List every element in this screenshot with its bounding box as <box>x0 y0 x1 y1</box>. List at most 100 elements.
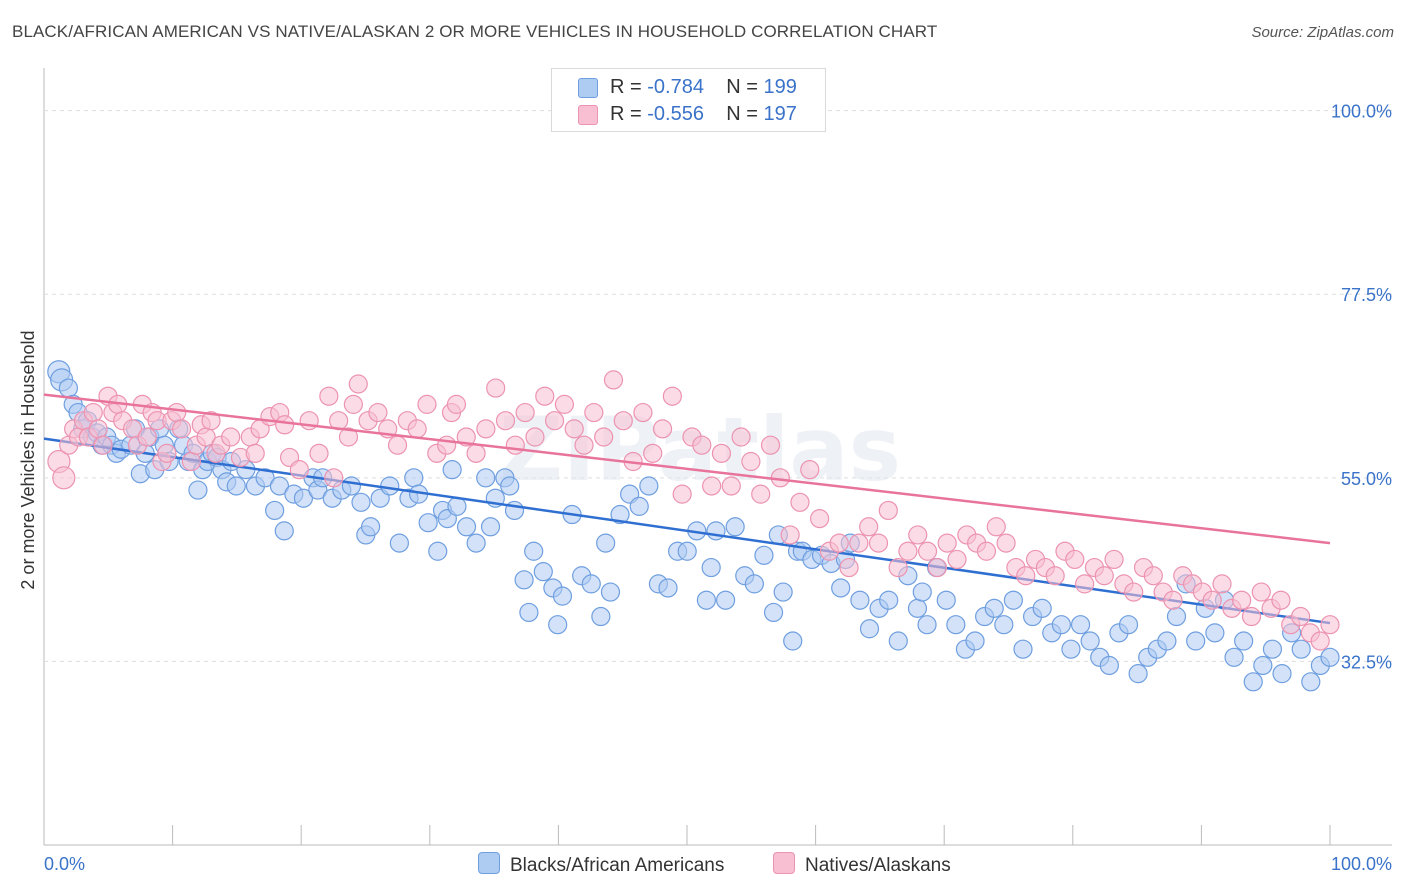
blue-point <box>591 606 611 627</box>
blue-point <box>936 590 956 610</box>
pink-point <box>417 394 437 414</box>
pink-point <box>275 415 295 435</box>
blue-point <box>1262 639 1283 659</box>
blue-point <box>341 476 362 496</box>
blue-trend-line <box>43 437 1331 625</box>
pink-point <box>751 484 771 504</box>
blue-point <box>428 541 448 561</box>
legend-r-value: -0.556 <box>647 103 704 125</box>
blue-point <box>639 476 659 496</box>
pink-point <box>309 443 329 463</box>
blue-point <box>58 378 78 398</box>
bottom-legend-label: Blacks/African Americans <box>510 855 725 876</box>
blue-point <box>418 513 438 533</box>
pink-point <box>849 533 869 553</box>
pink-point <box>221 427 241 447</box>
blue-point <box>226 476 246 496</box>
blue-point <box>965 631 985 651</box>
pink-point <box>1163 590 1183 610</box>
legend-n-label: N = <box>726 103 764 125</box>
pink-point <box>1212 574 1232 594</box>
blue-point <box>548 615 568 635</box>
blue-point <box>274 521 294 541</box>
pink-point <box>1251 582 1271 602</box>
blue-point <box>389 533 409 553</box>
correlation-legend: R = -0.784 N = 199 R = -0.556 N = 197 <box>551 68 826 132</box>
pink-point <box>544 411 565 431</box>
x-tick-label: 100.0% <box>1331 854 1392 874</box>
bottom-legend-natives: Natives/Alaskans <box>773 852 951 877</box>
pink-point <box>172 419 192 439</box>
blue-point <box>1013 639 1033 659</box>
pink-point <box>52 466 76 490</box>
pink-point <box>167 402 187 423</box>
blue-point <box>1128 664 1148 684</box>
pink-point <box>535 386 555 406</box>
pink-point <box>1232 590 1252 610</box>
blue-point <box>912 582 932 602</box>
blue-point <box>533 562 553 582</box>
y-tick-label: 32.5% <box>1341 652 1392 672</box>
blue-point <box>610 504 630 525</box>
blue-point <box>850 590 870 610</box>
blue-point <box>514 570 534 590</box>
pink-point <box>672 484 692 504</box>
blue-point <box>524 541 544 561</box>
blue-point <box>946 615 966 635</box>
blue-point <box>879 590 899 610</box>
blue-point <box>1243 672 1263 692</box>
chart-title: BLACK/AFRICAN AMERICAN VS NATIVE/ALASKAN… <box>12 22 938 41</box>
blue-point <box>1272 664 1292 684</box>
pink-point <box>88 419 108 439</box>
legend-n-value: 199 <box>763 76 797 98</box>
blue-point <box>677 541 697 561</box>
pink-point <box>407 419 427 439</box>
blue-point <box>456 517 477 537</box>
blue-point <box>1070 615 1091 635</box>
blue-point <box>519 602 539 623</box>
pink-point <box>741 451 761 472</box>
pink-point <box>859 517 879 537</box>
blue-point <box>773 582 793 602</box>
pink-point <box>1075 574 1095 594</box>
pink-point <box>137 427 157 447</box>
y-tick-label: 55.0% <box>1341 469 1392 489</box>
blue-point <box>476 468 496 488</box>
blue-point <box>1080 631 1100 651</box>
blue-point <box>552 586 573 606</box>
pink-point <box>289 460 309 480</box>
pink-point <box>245 443 265 463</box>
blue-point <box>1186 631 1206 651</box>
pink-point <box>790 492 810 512</box>
blue-point <box>629 496 649 516</box>
blue-point <box>1301 672 1321 692</box>
pink-point <box>888 557 908 578</box>
pink-point <box>1016 566 1036 586</box>
blue-point <box>1205 623 1225 643</box>
pink-point <box>387 435 408 455</box>
pink-point <box>917 541 938 561</box>
blue-point <box>696 590 716 610</box>
pink-point <box>1045 566 1065 586</box>
blue-point <box>1099 655 1119 676</box>
pink-point <box>574 435 594 455</box>
pink-point <box>201 411 221 431</box>
pink-point <box>584 402 604 423</box>
x-tick-label: 0.0% <box>44 854 85 874</box>
pink-point <box>908 525 928 545</box>
blue-point <box>1003 590 1023 610</box>
pink-point <box>731 427 751 447</box>
pink-swatch-icon <box>578 105 598 125</box>
pink-point <box>564 419 584 439</box>
pink-point <box>996 533 1016 553</box>
blue-point <box>763 602 784 623</box>
blue-point <box>466 533 486 553</box>
blue-point <box>581 574 601 594</box>
pink-point <box>554 394 575 414</box>
legend-r-label: R = <box>610 103 648 125</box>
legend-n-value: 197 <box>763 103 797 125</box>
pink-point <box>324 468 344 488</box>
pink-point <box>878 500 898 521</box>
blue-point <box>744 574 764 594</box>
